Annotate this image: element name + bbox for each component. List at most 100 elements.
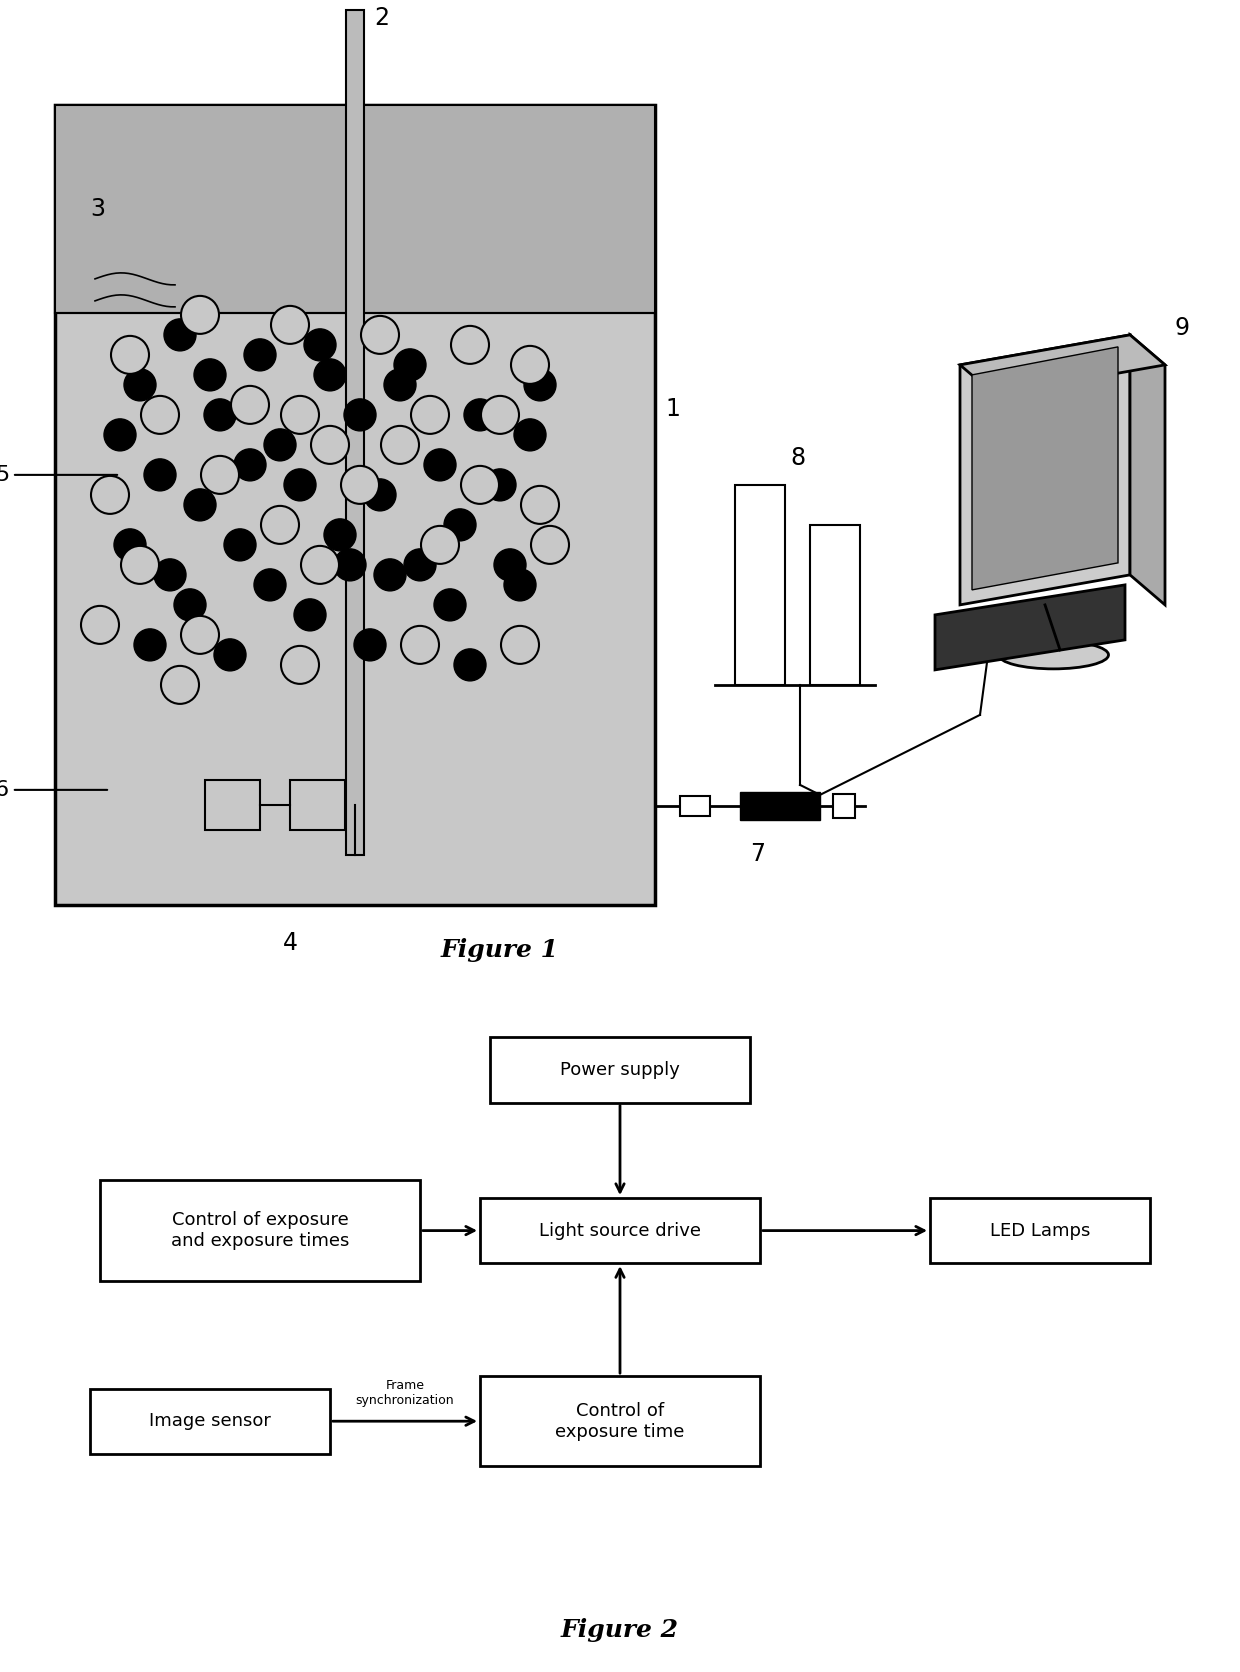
Circle shape [294,599,326,630]
Circle shape [374,558,405,590]
Circle shape [424,448,456,482]
Bar [480,1197,760,1264]
Circle shape [174,589,206,620]
Circle shape [234,448,267,482]
Text: Image sensor: Image sensor [149,1413,270,1430]
Circle shape [114,528,146,560]
Circle shape [422,527,459,563]
Bar [490,1037,750,1104]
Circle shape [511,346,549,385]
Circle shape [281,645,319,684]
Circle shape [501,625,539,664]
Circle shape [141,396,179,433]
Circle shape [215,639,246,670]
Circle shape [341,466,379,503]
Circle shape [531,527,569,563]
Circle shape [124,370,156,401]
Circle shape [104,420,136,451]
Circle shape [444,508,476,540]
Circle shape [464,400,496,431]
Circle shape [515,420,546,451]
Circle shape [494,548,526,580]
Bar [100,1180,420,1281]
Circle shape [384,370,415,401]
Polygon shape [1130,334,1166,605]
Bar [740,793,820,819]
Bar [930,1197,1149,1264]
Text: Power supply: Power supply [560,1062,680,1078]
Circle shape [122,545,159,584]
Circle shape [410,396,449,433]
Bar [680,796,711,816]
Text: LED Lamps: LED Lamps [990,1222,1090,1239]
Circle shape [311,426,348,463]
Circle shape [144,458,176,492]
Bar [810,525,861,686]
Circle shape [404,548,436,580]
Circle shape [231,386,269,425]
Bar [290,779,345,829]
Bar [205,779,260,829]
Circle shape [481,396,520,433]
Circle shape [112,336,149,375]
Text: 2: 2 [374,7,389,30]
Circle shape [184,488,216,522]
Circle shape [451,326,489,364]
Text: Control of exposure
and exposure times: Control of exposure and exposure times [171,1211,350,1251]
Text: 5: 5 [0,465,118,485]
Bar [833,794,856,818]
Circle shape [181,296,219,334]
Circle shape [260,507,299,543]
Text: 4: 4 [283,931,298,955]
Circle shape [284,468,316,502]
Polygon shape [935,585,1125,670]
Text: Light source drive: Light source drive [539,1222,701,1239]
Circle shape [525,370,556,401]
Circle shape [244,339,277,371]
Circle shape [272,306,309,344]
Circle shape [193,359,226,391]
Circle shape [134,629,166,660]
Text: 6: 6 [0,779,107,799]
Circle shape [304,329,336,361]
Bar [735,485,785,686]
Circle shape [521,487,559,523]
Text: Frame
synchronization: Frame synchronization [356,1379,454,1408]
Bar [91,1388,330,1455]
Text: Figure 1: Figure 1 [441,938,559,961]
Circle shape [361,316,399,354]
Circle shape [353,629,386,660]
Circle shape [281,396,319,433]
Circle shape [334,548,366,580]
Circle shape [154,558,186,590]
Circle shape [503,568,536,600]
Circle shape [381,426,419,463]
Circle shape [161,665,198,704]
Circle shape [224,528,255,560]
Circle shape [365,478,396,512]
Circle shape [201,456,239,493]
Circle shape [401,625,439,664]
Circle shape [461,466,498,503]
Circle shape [454,649,486,681]
Circle shape [205,400,236,431]
Circle shape [434,589,466,620]
Circle shape [343,400,376,431]
Circle shape [81,605,119,644]
Bar [55,105,655,905]
Polygon shape [972,346,1118,590]
Bar [55,105,655,313]
Bar [480,1376,760,1466]
Polygon shape [960,334,1130,605]
Circle shape [314,359,346,391]
Bar [346,10,365,854]
Text: 1: 1 [665,396,680,421]
Circle shape [264,430,296,461]
Circle shape [301,545,339,584]
Text: Figure 2: Figure 2 [560,1618,680,1642]
Polygon shape [960,334,1166,395]
Text: 9: 9 [1176,316,1190,339]
Circle shape [164,319,196,351]
Circle shape [254,568,286,600]
Text: 7: 7 [750,843,765,866]
